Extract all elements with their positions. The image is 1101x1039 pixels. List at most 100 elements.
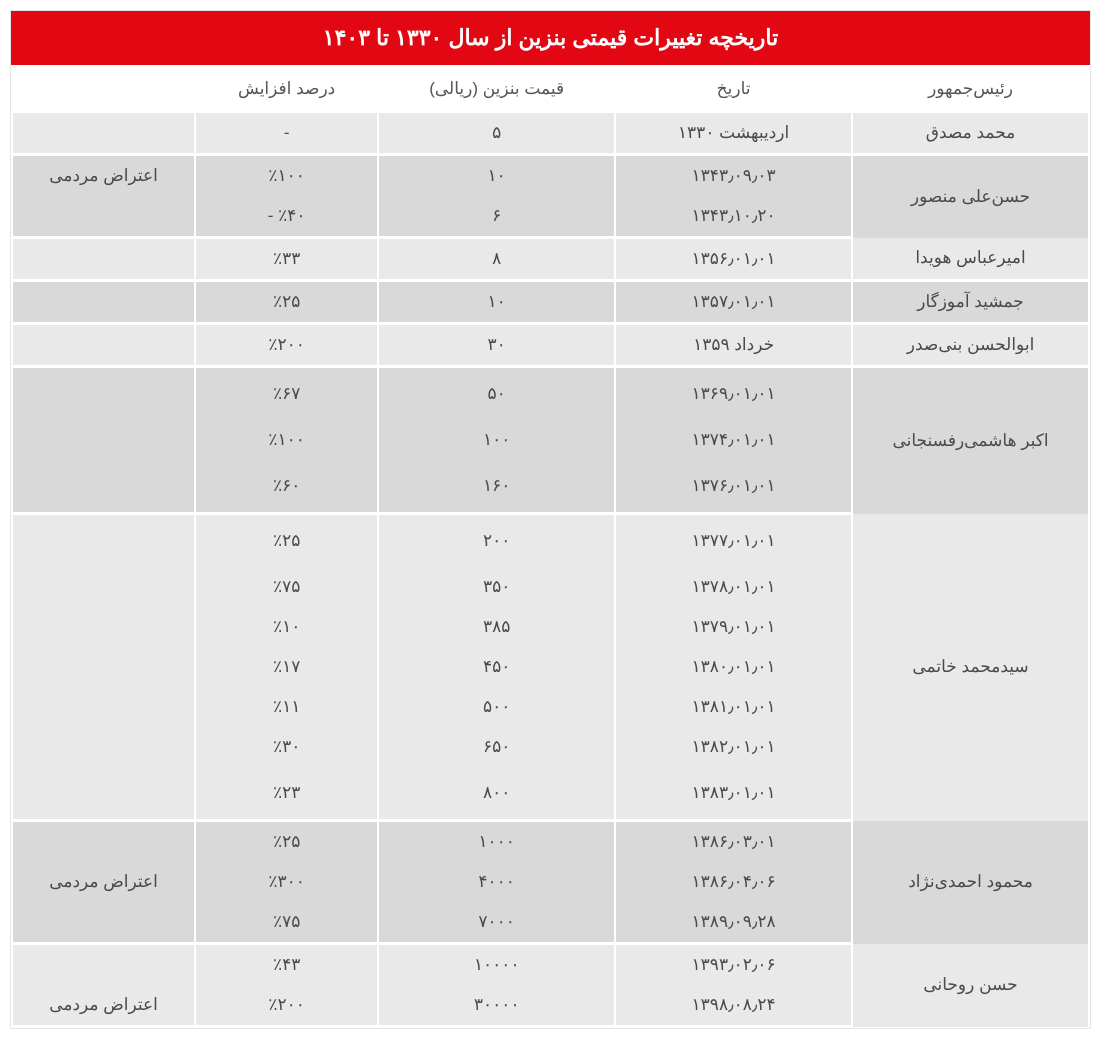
note-cell — [12, 113, 195, 155]
note-cell — [12, 821, 195, 863]
pct-cell: ٪۴۰ - — [195, 196, 378, 238]
president-cell: اکبر هاشمی‌رفسنجانی — [852, 367, 1089, 514]
price-cell: ۳۵۰ — [378, 567, 615, 607]
date-cell: ۱۳۵۶٫۰۱٫۰۱ — [615, 238, 852, 281]
pct-cell: ٪۲۰۰ — [195, 324, 378, 367]
note-cell — [12, 727, 195, 767]
pct-cell: ٪۶۷ — [195, 367, 378, 421]
col-president: رئیس‌جمهور — [852, 65, 1089, 113]
date-cell: ۱۳۴۳٫۱۰٫۲۰ — [615, 196, 852, 238]
table-title: تاریخچه تغییرات قیمتی بنزین از سال ۱۳۳۰ … — [11, 11, 1090, 65]
date-cell: ۱۳۷۷٫۰۱٫۰۱ — [615, 514, 852, 568]
date-cell: ۱۳۹۸٫۰۸٫۲۴ — [615, 985, 852, 1027]
table-row: جمشید آموزگار۱۳۵۷٫۰۱٫۰۱۱۰٪۲۵ — [12, 281, 1089, 324]
note-cell — [12, 902, 195, 944]
note-cell — [12, 567, 195, 607]
date-cell: ۱۳۷۸٫۰۱٫۰۱ — [615, 567, 852, 607]
price-cell: ۱۰۰ — [378, 420, 615, 460]
president-cell: محمود احمدی‌نژاد — [852, 821, 1089, 944]
pct-cell: ٪۶۰ — [195, 460, 378, 514]
pct-cell: ٪۲۳ — [195, 767, 378, 821]
price-history-table: تاریخچه تغییرات قیمتی بنزین از سال ۱۳۳۰ … — [10, 10, 1091, 1029]
col-note — [12, 65, 195, 113]
pct-cell: ٪۳۰۰ — [195, 862, 378, 902]
date-cell: ۱۳۸۶٫۰۴٫۰۶ — [615, 862, 852, 902]
pct-cell: ٪۷۵ — [195, 567, 378, 607]
pct-cell: ٪۲۵ — [195, 514, 378, 568]
note-cell — [12, 420, 195, 460]
pct-cell: - — [195, 113, 378, 155]
price-cell: ۲۰۰ — [378, 514, 615, 568]
price-cell: ۷۰۰۰ — [378, 902, 615, 944]
date-cell: ۱۳۸۶٫۰۳٫۰۱ — [615, 821, 852, 863]
price-cell: ۴۰۰۰ — [378, 862, 615, 902]
president-cell: سیدمحمد خاتمی — [852, 514, 1089, 821]
price-cell: ۳۰۰۰۰ — [378, 985, 615, 1027]
col-pct: درصد افزایش — [195, 65, 378, 113]
date-cell: ۱۳۵۷٫۰۱٫۰۱ — [615, 281, 852, 324]
table-row: محمد مصدقاردیبهشت ۱۳۳۰۵- — [12, 113, 1089, 155]
date-cell: ۱۳۹۳٫۰۲٫۰۶ — [615, 944, 852, 986]
president-cell: امیرعباس هویدا — [852, 238, 1089, 281]
note-cell — [12, 367, 195, 421]
table-row: اکبر هاشمی‌رفسنجانی۱۳۶۹٫۰۱٫۰۱۵۰٪۶۷ — [12, 367, 1089, 421]
note-cell — [12, 944, 195, 986]
price-cell: ۳۸۵ — [378, 607, 615, 647]
data-table: رئیس‌جمهور تاریخ قیمت بنزین (ریالی) درصد… — [11, 65, 1090, 1028]
note-cell — [12, 281, 195, 324]
president-cell: ابوالحسن بنی‌صدر — [852, 324, 1089, 367]
note-cell — [12, 767, 195, 821]
price-cell: ۱۶۰ — [378, 460, 615, 514]
date-cell: ۱۳۸۲٫۰۱٫۰۱ — [615, 727, 852, 767]
note-cell — [12, 514, 195, 568]
col-price: قیمت بنزین (ریالی) — [378, 65, 615, 113]
price-cell: ۶ — [378, 196, 615, 238]
note-cell — [12, 687, 195, 727]
price-cell: ۱۰ — [378, 155, 615, 197]
price-cell: ۸ — [378, 238, 615, 281]
president-cell: حسن‌علی منصور — [852, 155, 1089, 238]
note-cell — [12, 607, 195, 647]
pct-cell: ٪۷۵ — [195, 902, 378, 944]
table-row: امیرعباس هویدا۱۳۵۶٫۰۱٫۰۱۸٪۳۳ — [12, 238, 1089, 281]
pct-cell: ٪۲۵ — [195, 821, 378, 863]
price-cell: ۶۵۰ — [378, 727, 615, 767]
note-cell — [12, 238, 195, 281]
date-cell: ۱۳۷۶٫۰۱٫۰۱ — [615, 460, 852, 514]
note-cell — [12, 460, 195, 514]
price-cell: ۵۰۰ — [378, 687, 615, 727]
president-cell: حسن روحانی — [852, 944, 1089, 1027]
note-cell — [12, 324, 195, 367]
header-row: رئیس‌جمهور تاریخ قیمت بنزین (ریالی) درصد… — [12, 65, 1089, 113]
date-cell: اردیبهشت ۱۳۳۰ — [615, 113, 852, 155]
date-cell: ۱۳۴۳٫۰۹٫۰۳ — [615, 155, 852, 197]
note-cell: اعتراض مردمی — [12, 155, 195, 197]
pct-cell: ٪۳۳ — [195, 238, 378, 281]
pct-cell: ٪۳۰ — [195, 727, 378, 767]
date-cell: ۱۳۶۹٫۰۱٫۰۱ — [615, 367, 852, 421]
table-row: سیدمحمد خاتمی۱۳۷۷٫۰۱٫۰۱۲۰۰٪۲۵ — [12, 514, 1089, 568]
pct-cell: ٪۴۳ — [195, 944, 378, 986]
note-cell: اعتراض مردمی — [12, 985, 195, 1027]
table-row: حسن‌علی منصور۱۳۴۳٫۰۹٫۰۳۱۰٪۱۰۰اعتراض مردم… — [12, 155, 1089, 197]
date-cell: ۱۳۸۰٫۰۱٫۰۱ — [615, 647, 852, 687]
pct-cell: ٪۱۰۰ — [195, 155, 378, 197]
note-cell — [12, 196, 195, 238]
table-row: حسن روحانی۱۳۹۳٫۰۲٫۰۶۱۰۰۰۰٪۴۳ — [12, 944, 1089, 986]
price-cell: ۳۰ — [378, 324, 615, 367]
president-cell: جمشید آموزگار — [852, 281, 1089, 324]
date-cell: ۱۳۸۱٫۰۱٫۰۱ — [615, 687, 852, 727]
pct-cell: ٪۱۰۰ — [195, 420, 378, 460]
date-cell: ۱۳۷۹٫۰۱٫۰۱ — [615, 607, 852, 647]
table-row: ابوالحسن بنی‌صدرخرداد ۱۳۵۹۳۰٪۲۰۰ — [12, 324, 1089, 367]
price-cell: ۵۰ — [378, 367, 615, 421]
price-cell: ۴۵۰ — [378, 647, 615, 687]
table-row: محمود احمدی‌نژاد۱۳۸۶٫۰۳٫۰۱۱۰۰۰٪۲۵ — [12, 821, 1089, 863]
date-cell: ۱۳۸۳٫۰۱٫۰۱ — [615, 767, 852, 821]
note-cell: اعتراض مردمی — [12, 862, 195, 902]
price-cell: ۵ — [378, 113, 615, 155]
date-cell: خرداد ۱۳۵۹ — [615, 324, 852, 367]
date-cell: ۱۳۸۹٫۰۹٫۲۸ — [615, 902, 852, 944]
pct-cell: ٪۲۰۰ — [195, 985, 378, 1027]
price-cell: ۱۰۰۰ — [378, 821, 615, 863]
